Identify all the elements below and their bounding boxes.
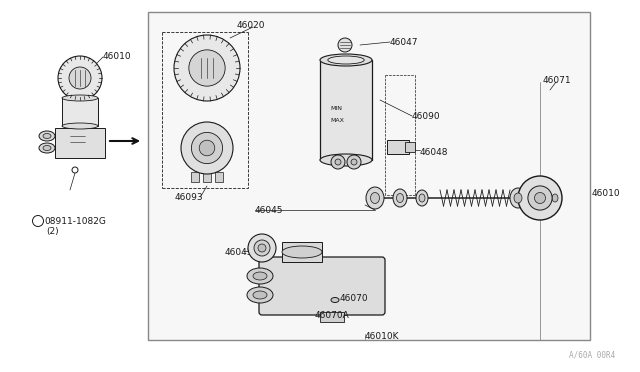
Ellipse shape xyxy=(328,56,364,64)
FancyBboxPatch shape xyxy=(259,257,385,315)
Text: 46010: 46010 xyxy=(103,52,132,61)
Text: 46070: 46070 xyxy=(340,294,369,303)
Ellipse shape xyxy=(366,187,384,209)
Circle shape xyxy=(351,159,357,165)
Circle shape xyxy=(534,192,545,203)
Circle shape xyxy=(347,155,361,169)
Circle shape xyxy=(248,234,276,262)
Ellipse shape xyxy=(514,193,522,203)
Circle shape xyxy=(174,35,240,101)
Text: 46093: 46093 xyxy=(175,193,204,202)
Ellipse shape xyxy=(416,190,428,206)
Circle shape xyxy=(181,122,233,174)
Text: 46090: 46090 xyxy=(412,112,440,121)
Circle shape xyxy=(72,167,78,173)
Ellipse shape xyxy=(549,190,561,206)
Ellipse shape xyxy=(371,192,380,203)
Circle shape xyxy=(338,38,352,52)
Ellipse shape xyxy=(62,123,98,129)
Text: 46048: 46048 xyxy=(420,148,449,157)
Circle shape xyxy=(69,67,91,89)
Bar xyxy=(387,140,409,154)
Text: 46010: 46010 xyxy=(592,189,621,198)
Circle shape xyxy=(254,240,270,256)
Bar xyxy=(215,172,223,182)
Circle shape xyxy=(258,244,266,252)
Text: A/60A 00R4: A/60A 00R4 xyxy=(569,351,615,360)
Bar xyxy=(320,60,372,160)
Circle shape xyxy=(331,155,345,169)
Bar xyxy=(203,172,211,182)
Circle shape xyxy=(33,215,44,227)
Circle shape xyxy=(528,186,552,210)
Text: (2): (2) xyxy=(46,227,59,236)
Bar xyxy=(191,172,199,182)
Ellipse shape xyxy=(531,189,545,207)
Text: 46020: 46020 xyxy=(237,21,266,30)
Ellipse shape xyxy=(397,193,403,202)
Ellipse shape xyxy=(339,58,351,64)
Ellipse shape xyxy=(331,298,339,302)
Text: 46045: 46045 xyxy=(225,248,253,257)
Ellipse shape xyxy=(393,189,407,207)
Circle shape xyxy=(189,50,225,86)
Ellipse shape xyxy=(39,131,55,141)
Ellipse shape xyxy=(247,268,273,284)
Ellipse shape xyxy=(253,291,267,299)
Circle shape xyxy=(335,159,341,165)
Text: N: N xyxy=(35,218,41,224)
Bar xyxy=(62,98,98,126)
Ellipse shape xyxy=(282,246,322,258)
Ellipse shape xyxy=(534,193,541,202)
Circle shape xyxy=(199,140,215,156)
Ellipse shape xyxy=(419,194,425,202)
Ellipse shape xyxy=(39,143,55,153)
Ellipse shape xyxy=(320,154,372,166)
Text: 46071: 46071 xyxy=(543,76,572,85)
Ellipse shape xyxy=(43,145,51,151)
Bar xyxy=(320,312,344,322)
Text: 46047: 46047 xyxy=(390,38,419,47)
Ellipse shape xyxy=(320,54,372,66)
Text: 46070A: 46070A xyxy=(315,311,349,320)
Text: MAX: MAX xyxy=(330,118,344,123)
Ellipse shape xyxy=(337,68,353,76)
Text: 46010K: 46010K xyxy=(365,332,399,341)
Ellipse shape xyxy=(253,272,267,280)
Bar xyxy=(282,242,322,262)
Ellipse shape xyxy=(62,95,98,101)
Text: MIN: MIN xyxy=(330,106,342,111)
Text: 46045: 46045 xyxy=(255,206,284,215)
Ellipse shape xyxy=(43,134,51,138)
Bar xyxy=(148,12,590,340)
Bar xyxy=(405,142,415,152)
Ellipse shape xyxy=(247,287,273,303)
Circle shape xyxy=(191,132,223,164)
Ellipse shape xyxy=(552,194,558,202)
Circle shape xyxy=(518,176,562,220)
Ellipse shape xyxy=(510,188,526,208)
Text: 08911-1082G: 08911-1082G xyxy=(44,217,106,226)
Bar xyxy=(55,128,105,158)
Circle shape xyxy=(58,56,102,100)
